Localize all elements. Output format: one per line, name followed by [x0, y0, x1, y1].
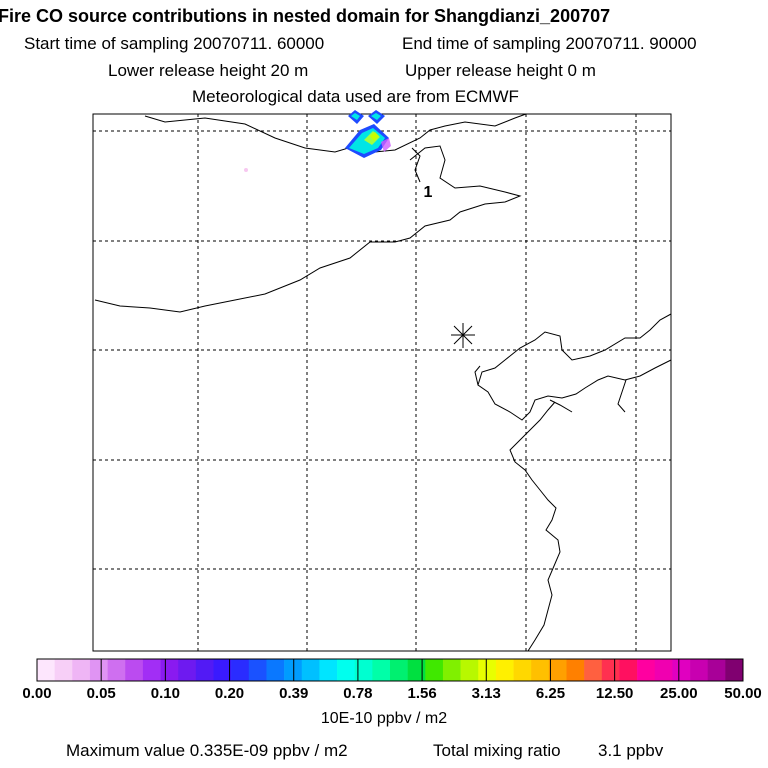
start-time-label: Start time of sampling 20070711. 60000 — [24, 34, 325, 53]
met-data-label: Meteorological data used are from ECMWF — [192, 87, 519, 106]
map-label-1: 1 — [424, 184, 433, 201]
total-mixing-label: Total mixing ratio — [433, 741, 561, 760]
colorbar-cell — [37, 659, 55, 681]
colorbar-cell — [125, 659, 144, 681]
colorbar-cell — [442, 659, 461, 681]
colorbar-cell — [354, 659, 373, 681]
colorbar-cell — [584, 659, 603, 681]
page-title: Fire CO source contributions in nested d… — [0, 6, 611, 26]
colorbar-cell — [89, 659, 108, 681]
colorbar-separators — [100, 659, 680, 681]
colorbar-tick-label: 0.78 — [343, 685, 373, 702]
colorbar-cell — [213, 659, 232, 681]
colorbar-cell — [195, 659, 214, 681]
graticule — [93, 114, 671, 651]
colorbar-tick-label: 0.10 — [150, 685, 180, 702]
colorbar-cell — [654, 659, 673, 681]
colorbar-cell — [637, 659, 656, 681]
coastlines — [94, 113, 672, 652]
colorbar-tick-label: 0.00 — [22, 685, 52, 702]
colorbar-cell — [478, 659, 497, 681]
colorbar-cell — [690, 659, 708, 681]
colorbar-tick-label: 0.39 — [279, 685, 309, 702]
colorbar-cell — [301, 659, 320, 681]
colorbar-cell — [248, 659, 267, 681]
colorbar-cell — [407, 659, 426, 681]
maximum-value-label: Maximum value 0.335E-09 ppbv / m2 — [66, 741, 348, 760]
colorbar-tick-label: 1.56 — [407, 685, 437, 702]
colorbar-cell — [390, 659, 408, 681]
colorbar-cell — [531, 659, 550, 681]
colorbar-tick-label: 6.25 — [535, 685, 566, 702]
colorbar-cell — [337, 659, 355, 681]
end-time-label: End time of sampling 20070711. 90000 — [402, 34, 697, 53]
colorbar-cell — [672, 659, 691, 681]
colorbar-cell — [460, 659, 479, 681]
colorbar-cell — [319, 659, 338, 681]
colorbar-tick-label: 0.05 — [86, 685, 116, 702]
colorbar-cell — [495, 659, 514, 681]
colorbar-cell — [601, 659, 620, 681]
colorbar-cell — [425, 659, 444, 681]
plume-contours — [244, 110, 391, 172]
colorbar-cell — [178, 659, 197, 681]
colorbar-tick-label: 3.13 — [471, 685, 501, 702]
colorbar-cell — [54, 659, 73, 681]
colorbar-cell — [160, 659, 179, 681]
colorbar-cell — [231, 659, 250, 681]
colorbar-cell — [372, 659, 391, 681]
station-marker-icon — [451, 323, 475, 348]
colorbar-tick-label: 0.20 — [214, 685, 245, 702]
colorbar-cell — [142, 659, 161, 681]
colorbar-cell — [725, 659, 744, 681]
faint-plume-dot — [244, 168, 248, 172]
colorbar-cell — [548, 659, 567, 681]
colorbar-cell — [72, 659, 91, 681]
colorbar-cell — [707, 659, 726, 681]
lower-release-label: Lower release height 20 m — [108, 61, 309, 80]
colorbar-unit-label: 10E-10 ppbv / m2 — [320, 710, 448, 727]
colorbar-tick-label: 12.50 — [595, 685, 634, 702]
colorbar-cell — [513, 659, 532, 681]
map-frame — [92, 113, 672, 652]
colorbar-cell — [566, 659, 585, 681]
colorbar — [37, 659, 744, 681]
colorbar-cell — [619, 659, 638, 681]
upper-release-label: Upper release height 0 m — [405, 61, 596, 80]
colorbar-tick-label: 25.00 — [660, 685, 698, 702]
colorbar-cell — [107, 659, 126, 681]
total-mixing-value: 3.1 ppbv — [598, 741, 664, 760]
colorbar-cell — [284, 659, 303, 681]
colorbar-frame — [36, 658, 744, 682]
colorbar-tick-label: 50.00 — [724, 685, 762, 702]
colorbar-cell — [266, 659, 285, 681]
